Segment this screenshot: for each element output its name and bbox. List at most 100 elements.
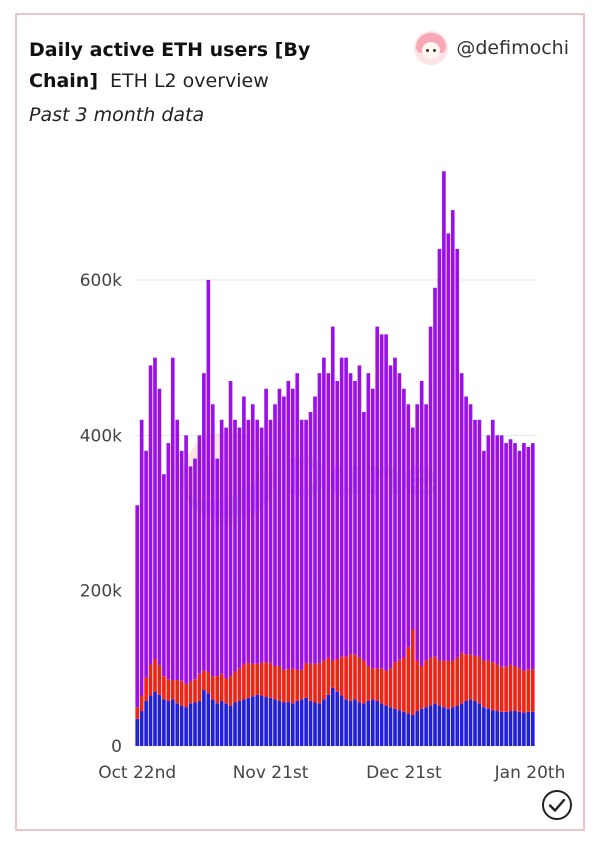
bar-segment-red[interactable] bbox=[188, 681, 193, 704]
bar-segment-red[interactable] bbox=[330, 660, 335, 688]
bar-segment-blue[interactable] bbox=[459, 703, 464, 746]
bar-segment-blue[interactable] bbox=[290, 703, 295, 746]
check-circle-icon[interactable] bbox=[541, 789, 573, 821]
bar-segment-purple[interactable] bbox=[428, 326, 433, 658]
bar-segment-purple[interactable] bbox=[504, 443, 508, 667]
bar-segment-purple[interactable] bbox=[495, 435, 500, 665]
bar-segment-blue[interactable] bbox=[406, 713, 411, 746]
bar-segment-red[interactable] bbox=[242, 664, 246, 700]
bar-segment-blue[interactable] bbox=[477, 703, 482, 746]
bar-segment-purple[interactable] bbox=[166, 443, 171, 680]
bar-segment-blue[interactable] bbox=[450, 707, 455, 746]
bar-segment-purple[interactable] bbox=[464, 396, 468, 655]
bar-segment-red[interactable] bbox=[339, 656, 344, 696]
bar-segment-purple[interactable] bbox=[499, 435, 504, 667]
bar-segment-red[interactable] bbox=[446, 660, 451, 709]
bar-segment-blue[interactable] bbox=[246, 697, 251, 746]
bar-segment-purple[interactable] bbox=[268, 419, 273, 663]
bar-segment-purple[interactable] bbox=[250, 404, 255, 664]
bar-segment-red[interactable] bbox=[406, 647, 411, 714]
bar-segment-purple[interactable] bbox=[313, 396, 317, 664]
bar-segment-blue[interactable] bbox=[362, 703, 366, 746]
bar-segment-blue[interactable] bbox=[490, 710, 495, 746]
bar-segment-blue[interactable] bbox=[508, 711, 513, 746]
bar-segment-red[interactable] bbox=[153, 659, 157, 692]
bar-segment-red[interactable] bbox=[206, 671, 211, 694]
bar-segment-purple[interactable] bbox=[370, 388, 375, 669]
bar-segment-red[interactable] bbox=[442, 660, 446, 708]
bar-segment-purple[interactable] bbox=[517, 450, 522, 669]
bar-segment-purple[interactable] bbox=[330, 326, 335, 661]
bar-segment-blue[interactable] bbox=[237, 700, 242, 746]
bar-segment-blue[interactable] bbox=[522, 712, 526, 746]
bar-segment-blue[interactable] bbox=[339, 695, 344, 746]
bar-segment-blue[interactable] bbox=[282, 702, 286, 746]
bar-segment-blue[interactable] bbox=[259, 695, 264, 746]
author-handle[interactable]: @defimochi bbox=[456, 37, 569, 59]
bar-segment-purple[interactable] bbox=[179, 450, 184, 681]
bar-segment-purple[interactable] bbox=[335, 380, 340, 660]
bar-segment-blue[interactable] bbox=[322, 699, 326, 746]
bar-segment-blue[interactable] bbox=[139, 711, 144, 746]
bar-segment-blue[interactable] bbox=[384, 705, 388, 746]
bar-segment-blue[interactable] bbox=[202, 690, 206, 746]
bar-segment-blue[interactable] bbox=[206, 693, 211, 746]
bar-segment-red[interactable] bbox=[255, 663, 260, 695]
bar-segment-blue[interactable] bbox=[179, 705, 184, 746]
bar-segment-purple[interactable] bbox=[259, 427, 264, 663]
bar-segment-blue[interactable] bbox=[415, 711, 420, 746]
bar-segment-blue[interactable] bbox=[353, 699, 357, 746]
bar-segment-red[interactable] bbox=[424, 660, 428, 708]
bar-segment-purple[interactable] bbox=[193, 458, 197, 680]
bar-segment-blue[interactable] bbox=[268, 697, 273, 746]
bar-segment-blue[interactable] bbox=[219, 700, 224, 746]
bar-segment-blue[interactable] bbox=[348, 700, 353, 746]
bar-segment-red[interactable] bbox=[299, 669, 304, 700]
bar-segment-blue[interactable] bbox=[424, 707, 428, 746]
bar-segment-purple[interactable] bbox=[322, 357, 326, 661]
bar-segment-red[interactable] bbox=[295, 669, 300, 701]
bar-segment-blue[interactable] bbox=[135, 718, 140, 746]
bar-segment-purple[interactable] bbox=[264, 388, 268, 663]
bar-segment-purple[interactable] bbox=[473, 419, 477, 656]
bar-segment-purple[interactable] bbox=[224, 427, 228, 679]
bar-segment-red[interactable] bbox=[388, 668, 393, 708]
bar-segment-red[interactable] bbox=[144, 677, 148, 701]
bar-segment-purple[interactable] bbox=[415, 404, 420, 661]
bar-segment-blue[interactable] bbox=[410, 714, 415, 746]
bar-segment-red[interactable] bbox=[415, 660, 420, 712]
bar-segment-blue[interactable] bbox=[482, 707, 486, 746]
bar-segment-purple[interactable] bbox=[450, 210, 455, 661]
bar-segment-purple[interactable] bbox=[530, 443, 535, 670]
bar-segment-red[interactable] bbox=[362, 660, 366, 704]
bar-segment-red[interactable] bbox=[170, 679, 175, 700]
bar-segment-red[interactable] bbox=[393, 662, 397, 709]
bar-segment-blue[interactable] bbox=[366, 700, 371, 746]
bar-segment-red[interactable] bbox=[482, 660, 486, 708]
bar-segment-purple[interactable] bbox=[206, 280, 211, 672]
bar-segment-purple[interactable] bbox=[139, 419, 144, 696]
bar-segment-red[interactable] bbox=[513, 666, 517, 712]
bar-segment-blue[interactable] bbox=[504, 711, 508, 746]
bar-segment-red[interactable] bbox=[428, 657, 433, 706]
bar-segment-blue[interactable] bbox=[277, 700, 282, 746]
bar-segment-purple[interactable] bbox=[353, 380, 357, 655]
bar-segment-red[interactable] bbox=[357, 657, 362, 703]
bar-segment-red[interactable] bbox=[166, 679, 171, 701]
bar-segment-red[interactable] bbox=[455, 657, 460, 706]
bar-segment-red[interactable] bbox=[419, 666, 424, 709]
bar-segment-purple[interactable] bbox=[170, 357, 175, 680]
bar-segment-purple[interactable] bbox=[526, 446, 531, 670]
bar-segment-red[interactable] bbox=[517, 668, 522, 712]
bar-segment-blue[interactable] bbox=[526, 711, 531, 746]
bar-segment-red[interactable] bbox=[495, 664, 500, 712]
bar-segment-blue[interactable] bbox=[308, 700, 313, 746]
bar-segment-red[interactable] bbox=[246, 662, 251, 698]
bar-segment-blue[interactable] bbox=[437, 705, 442, 746]
bar-segment-red[interactable] bbox=[197, 673, 202, 701]
bar-segment-purple[interactable] bbox=[299, 419, 304, 670]
bar-segment-blue[interactable] bbox=[428, 705, 433, 746]
bar-segment-red[interactable] bbox=[304, 662, 308, 698]
bar-segment-blue[interactable] bbox=[486, 708, 491, 746]
bar-segment-red[interactable] bbox=[259, 662, 264, 696]
